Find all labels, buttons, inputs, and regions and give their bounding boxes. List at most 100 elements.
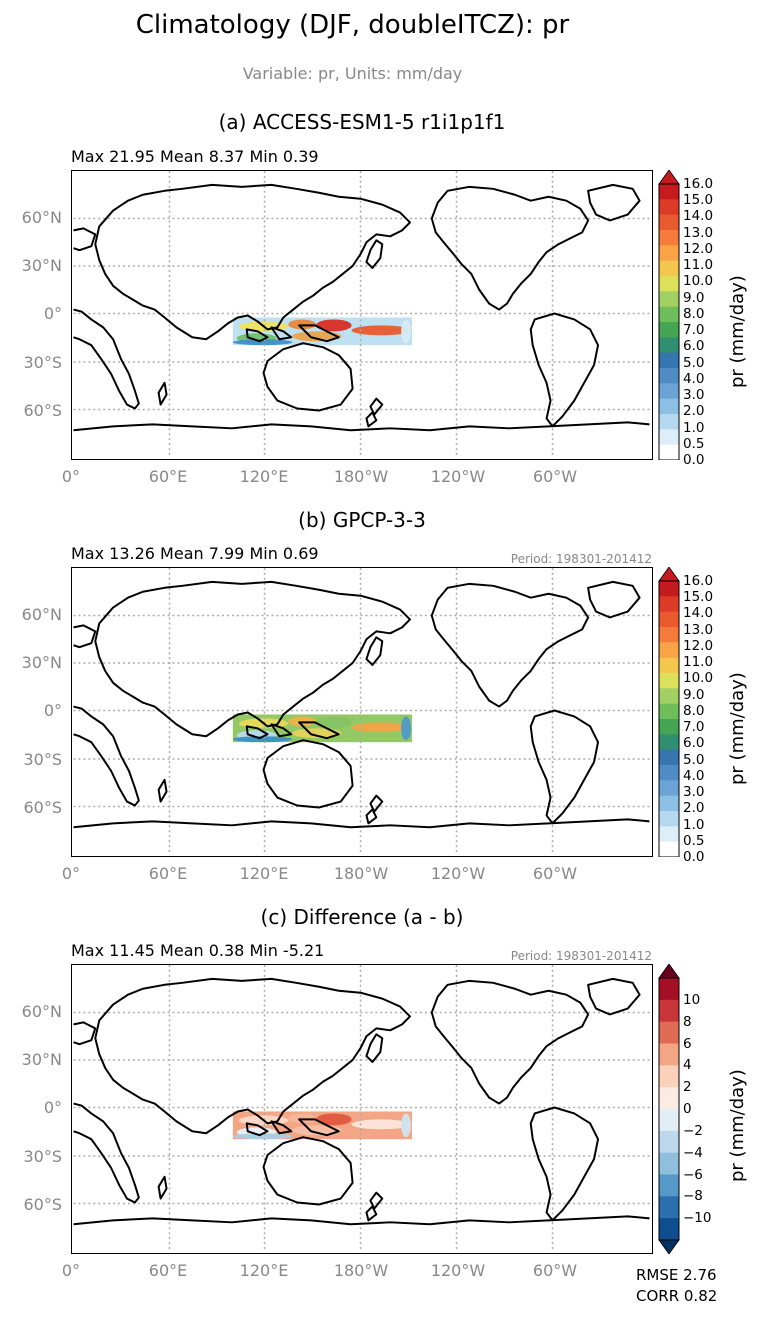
colorbar-tick-label: 2.0: [683, 800, 705, 817]
colorbar-swatch: [659, 826, 679, 843]
latitude-label: 60°S: [23, 798, 62, 817]
coastline: [245, 725, 269, 740]
latitude-label: 30°S: [23, 750, 62, 769]
colorbar-swatch: [659, 765, 679, 781]
latitude-label: 0°: [43, 1098, 62, 1117]
coastline: [262, 739, 354, 809]
colorbar-swatch: [659, 719, 679, 735]
colorbar-swatch: [659, 734, 679, 751]
colorbar-tick-label: −2: [683, 1122, 703, 1139]
coastline: [365, 1205, 378, 1222]
rmse-metric: RMSE 2.76: [636, 1266, 717, 1284]
coastline: [73, 818, 650, 829]
coastline: [73, 624, 97, 649]
colorbar-tick-label: 2.0: [683, 403, 705, 420]
colorbar-swatch: [659, 1152, 679, 1175]
colorbar-tick-label: 10: [683, 991, 701, 1008]
colorbar-tick-label: 8.0: [683, 702, 705, 719]
colorbar-tick-label: 14.0: [683, 605, 714, 622]
colorbar-swatch: [659, 383, 679, 400]
panel-b-colorbar-label: pr (mm/day): [727, 672, 748, 785]
longitude-label: 180°W: [333, 467, 389, 486]
colorbar-tick-label: 13.0: [683, 621, 714, 638]
colorbar-swatch: [659, 657, 679, 674]
longitude-label: 120°W: [430, 467, 486, 486]
colorbar-tick-label: −6: [683, 1166, 703, 1183]
panel-b-map: [71, 567, 653, 857]
coastlines: [73, 183, 650, 432]
longitude-label: 120°E: [239, 864, 289, 883]
colorbar-swatch: [659, 230, 679, 246]
colorbar-swatch: [659, 611, 679, 628]
coastline: [73, 705, 140, 807]
coastline: [365, 636, 384, 666]
longitude-label: 0°: [61, 467, 81, 486]
colorbar-tick-label: 4.0: [683, 370, 705, 387]
colorbar-tick-label: 3.0: [683, 784, 705, 801]
coastline: [365, 808, 378, 825]
panel-b-stats: Max 13.26 Mean 7.99 Min 0.69: [71, 544, 319, 563]
precip-band: [232, 317, 412, 346]
colorbar-tick-label: 0.0: [683, 849, 705, 865]
colorbar-swatch: [659, 414, 679, 430]
coastline: [262, 1136, 354, 1206]
longitude-label: 180°W: [333, 864, 389, 883]
colorbar-tick-label: 15.0: [683, 192, 714, 209]
precip-cell: [351, 722, 411, 733]
map-canvas: [73, 965, 650, 1252]
colorbar-tick-label: −8: [683, 1188, 703, 1205]
figure-subtitle: Variable: pr, Units: mm/day: [242, 64, 463, 83]
colorbar-swatch: [659, 627, 679, 643]
colorbar-swatch: [659, 999, 679, 1023]
latitude-label: 60°N: [21, 208, 62, 227]
coastline: [430, 979, 590, 1105]
panel-c-map: [71, 964, 653, 1254]
colorbar-tick-label: 3.0: [683, 387, 705, 404]
latitude-label: 60°S: [23, 1195, 62, 1214]
colorbar-swatch: [659, 1218, 679, 1241]
colorbar-tick-label: 0: [683, 1101, 692, 1117]
colorbar-tick-label: 7.0: [683, 719, 705, 736]
latitude-label: 30°N: [21, 653, 62, 672]
longitude-label: 60°E: [148, 1261, 188, 1280]
coastline: [298, 721, 340, 740]
coastline: [262, 342, 354, 412]
colorbar-tick-label: 7.0: [683, 322, 705, 339]
coastline: [157, 778, 168, 803]
coastline: [73, 308, 140, 410]
colorbar-tick-label: 4: [683, 1057, 692, 1074]
colorbar-tick-label: 13.0: [683, 224, 714, 241]
colorbar-tick-label: 11.0: [683, 654, 714, 671]
precip-cell: [232, 736, 293, 743]
precip-cell: [401, 1113, 411, 1138]
colorbar-swatch: [659, 703, 679, 720]
coastline: [587, 183, 641, 222]
precip-cell: [401, 716, 411, 741]
colorbar-tick-label: 10.0: [683, 670, 714, 687]
colorbar-swatch: [659, 1021, 679, 1044]
colorbar-tick-label: 15.0: [683, 589, 714, 606]
coastline: [365, 1033, 384, 1063]
coastline: [270, 723, 293, 738]
colorbar-tick-label: 0.5: [683, 435, 705, 452]
coastline: [270, 326, 293, 341]
gridlines: [73, 568, 650, 855]
colorbar-swatch: [659, 673, 679, 689]
longitude-label: 0°: [61, 1261, 81, 1280]
longitude-label: 60°W: [532, 467, 578, 486]
colorbar-swatch: [659, 199, 679, 216]
colorbar-swatch: [659, 780, 679, 797]
map-canvas: [73, 171, 650, 458]
corr-metric: CORR 0.82: [636, 1287, 718, 1305]
coastline: [157, 1175, 168, 1200]
colorbar-tick-label: 1.0: [683, 419, 705, 436]
precip-cell: [232, 339, 293, 346]
colorbar-tick-label: 4.0: [683, 767, 705, 784]
colorbar-swatch: [659, 260, 679, 277]
colorbar-tick-label: 11.0: [683, 257, 714, 274]
coastline: [365, 239, 384, 269]
latitude-label: 30°S: [23, 353, 62, 372]
longitude-label: 60°W: [532, 864, 578, 883]
latitude-label: 0°: [43, 701, 62, 720]
colorbar-swatch: [659, 1109, 679, 1132]
